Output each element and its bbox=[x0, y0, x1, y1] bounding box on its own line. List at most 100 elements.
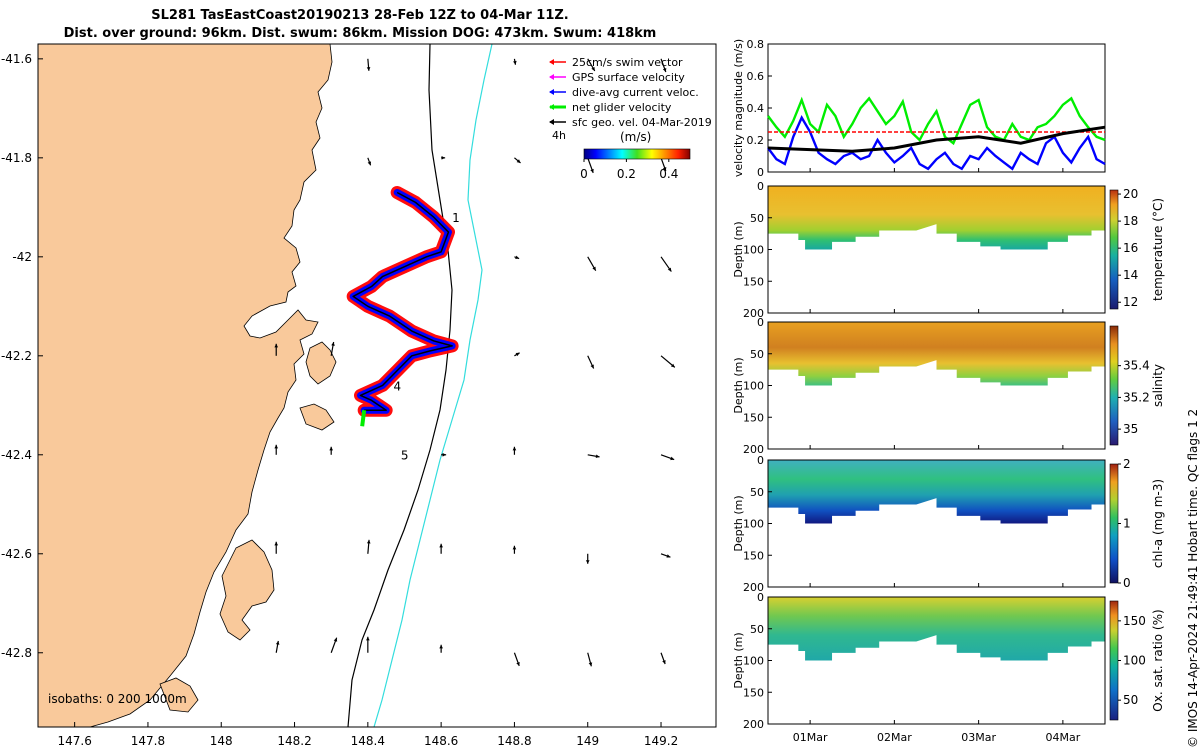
map-x-tick-label: 148.2 bbox=[277, 734, 311, 748]
geo-vector-arrow bbox=[275, 640, 280, 653]
section-colorbar-tick-label: 150 bbox=[1123, 614, 1146, 628]
section-ylabel: Depth (m) bbox=[732, 221, 745, 277]
geo-vector-arrow bbox=[330, 637, 338, 653]
section-field bbox=[768, 460, 1105, 524]
salinity-section: 0 50 100 150 200 Depth (m) 35 35.2 35.4 salinity bbox=[732, 316, 1165, 456]
colorbar-bar bbox=[583, 148, 691, 160]
colorbar-tick-label: 0.4 bbox=[659, 167, 678, 181]
section-ylabel: Depth (m) bbox=[732, 495, 745, 551]
geo-vector-arrow bbox=[660, 454, 675, 461]
geo-vector-arrow bbox=[441, 452, 447, 457]
velocity-lines bbox=[767, 96, 1106, 171]
map-y-tick-label: -41.6 bbox=[1, 52, 32, 66]
credit-text: © IMOS 14-Apr-2024 21:49:41 Hobart time.… bbox=[1186, 408, 1200, 748]
geo-vector-arrow bbox=[660, 553, 671, 558]
map-x-axis: 147.6 147.8 148 148.2 148.4 148.6 148.8 149 149.… bbox=[57, 722, 678, 748]
map-x-tick-label: 148.4 bbox=[351, 734, 385, 748]
section-colorbar-tick-label: 35.4 bbox=[1123, 359, 1150, 373]
velocity-panel: 0 0.2 0.4 0.6 0.8 velocity magnitude (m/s) bbox=[732, 38, 1106, 179]
geo-vector-arrow bbox=[439, 543, 443, 554]
geo-vector-arrow bbox=[366, 636, 370, 653]
geo-vector-arrow bbox=[366, 58, 371, 71]
map-legend: 25cm/s swim vector GPS surface velocity di… bbox=[549, 56, 712, 129]
section-y-tick-label: 200 bbox=[743, 581, 764, 594]
section-y-tick-label: 150 bbox=[743, 411, 764, 424]
velocity-series-line bbox=[767, 114, 1106, 171]
section-colorbar-label: salinity bbox=[1151, 364, 1165, 407]
time-tick-label: 02Mar bbox=[877, 731, 912, 744]
geo-vector-arrow bbox=[514, 352, 520, 357]
section-y-tick-label: 50 bbox=[750, 348, 764, 361]
map-y-tick-label: -42.8 bbox=[1, 646, 32, 660]
section-colorbar-tick-label: 14 bbox=[1123, 268, 1138, 282]
map-y-tick-label: -42 bbox=[12, 250, 32, 264]
section-y-tick-label: 0 bbox=[757, 180, 764, 193]
geo-vector-arrow bbox=[660, 58, 667, 73]
legend-label: 25cm/s swim vector bbox=[572, 56, 683, 69]
geo-vector-arrow bbox=[512, 545, 517, 554]
section-field bbox=[768, 597, 1105, 661]
section-colorbar-label: Ox. sat. ratio (%) bbox=[1151, 609, 1165, 711]
section-colorbar bbox=[1109, 600, 1119, 721]
velocity-y-tick-label: 0.6 bbox=[747, 70, 765, 83]
geo-vector-arrow bbox=[587, 58, 596, 72]
section-y-tick-label: 150 bbox=[743, 686, 764, 699]
geo-vector-arrow bbox=[660, 652, 666, 665]
geo-vector-arrow bbox=[274, 444, 279, 455]
section-y-tick-label: 0 bbox=[757, 591, 764, 604]
geo-vector-arrow bbox=[366, 539, 371, 554]
legend-label: dive-avg current veloc. bbox=[572, 86, 699, 99]
map-x-tick-label: 147.6 bbox=[57, 734, 91, 748]
maria-island bbox=[299, 403, 335, 431]
section-colorbar-tick-label: 16 bbox=[1123, 241, 1138, 255]
map-x-tick-label: 148.8 bbox=[497, 734, 531, 748]
velocity-y-tick-label: 0.8 bbox=[747, 38, 765, 51]
map-y-tick-label: -42.6 bbox=[1, 547, 32, 561]
legend-entry: dive-avg current veloc. bbox=[549, 86, 699, 99]
temperature-section: 0 50 100 150 200 Depth (m) 12 14 16 18 20 temperatu… bbox=[732, 180, 1165, 320]
section-y-tick-label: 0 bbox=[757, 316, 764, 329]
legend-entry: net glider velocity bbox=[549, 101, 672, 114]
section-colorbar-tick-label: 0 bbox=[1123, 576, 1131, 590]
geo-vector-arrow bbox=[587, 256, 597, 271]
isobath-200m bbox=[347, 44, 453, 727]
geo-vector-arrow bbox=[513, 58, 517, 65]
section-colorbar-tick-label: 100 bbox=[1123, 654, 1146, 668]
day-markers: 1 4 5 bbox=[393, 211, 459, 463]
figure-title-line1: SL281 TasEastCoast20190213 28-Feb 12Z to… bbox=[151, 8, 569, 23]
section-colorbar-tick-label: 50 bbox=[1123, 693, 1138, 707]
section-y-tick-label: 100 bbox=[743, 655, 764, 668]
geo-vector-arrow bbox=[660, 256, 672, 272]
velocity-y-tick-label: 0.4 bbox=[747, 102, 765, 115]
glider-path bbox=[352, 191, 453, 411]
map-x-tick-label: 147.8 bbox=[131, 734, 165, 748]
geo-vector-arrow bbox=[660, 157, 667, 172]
map-x-tick-label: 149 bbox=[576, 734, 599, 748]
section-y-tick-label: 50 bbox=[750, 486, 764, 499]
section-y-tick-label: 200 bbox=[743, 443, 764, 456]
geo-vector-arrow bbox=[585, 553, 590, 564]
geo-vector-arrow bbox=[587, 454, 600, 459]
map-panel: 1 4 5 147.6 147.8 148 148.2 148.4 148.6 148.8 149… bbox=[1, 43, 717, 748]
velocity-y-axis: 0 0.2 0.4 0.6 0.8 bbox=[747, 38, 772, 179]
geo-vector-arrow bbox=[512, 446, 517, 455]
legend-entry: 25cm/s swim vector bbox=[549, 56, 683, 69]
geo-vector-arrow bbox=[330, 341, 335, 356]
map-y-tick-label: -41.8 bbox=[1, 151, 32, 165]
map-land bbox=[38, 44, 333, 727]
section-colorbar bbox=[1109, 189, 1119, 310]
section-colorbar-label: temperature (°C) bbox=[1151, 198, 1165, 301]
section-colorbar-tick-label: 1 bbox=[1123, 517, 1131, 531]
map-x-tick-label: 149.2 bbox=[644, 734, 678, 748]
colorbar-tick-label: 0.2 bbox=[617, 167, 636, 181]
section-ylabel: Depth (m) bbox=[732, 632, 745, 688]
geo-vector-arrow bbox=[329, 446, 334, 455]
section-y-tick-label: 50 bbox=[750, 212, 764, 225]
section-y-tick-label: 100 bbox=[743, 244, 764, 257]
section-colorbar-tick-label: 20 bbox=[1123, 187, 1138, 201]
geo-vector-arrow bbox=[587, 157, 594, 174]
net-velocity-arrow bbox=[360, 409, 367, 427]
time-tick-label: 03Mar bbox=[961, 731, 996, 744]
